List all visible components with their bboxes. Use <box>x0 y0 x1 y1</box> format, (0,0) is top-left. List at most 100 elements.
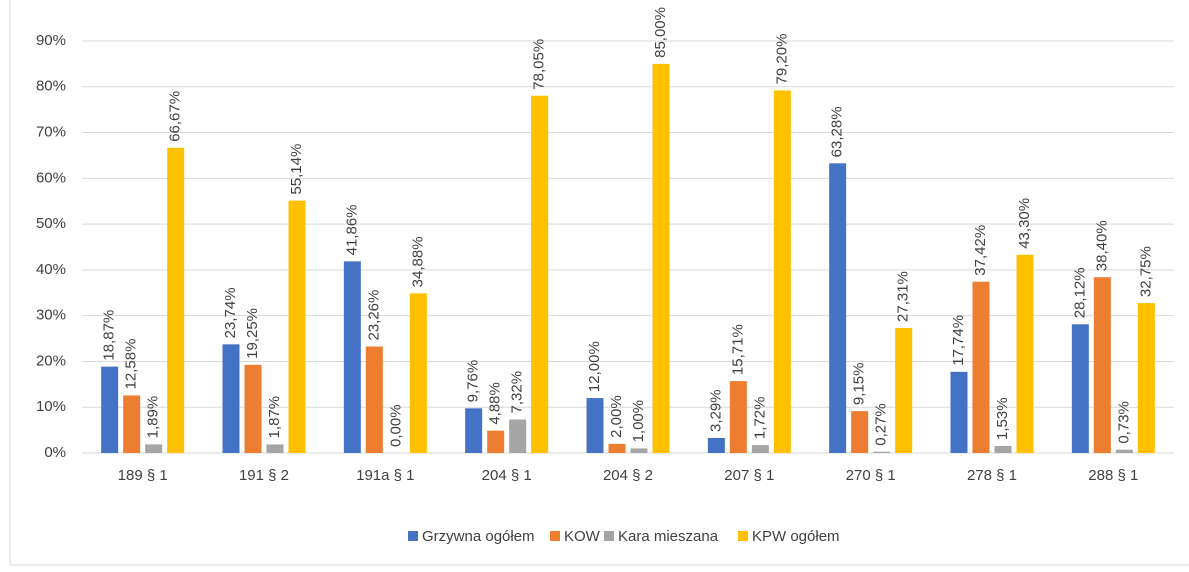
value-label: 9,15% <box>851 363 868 406</box>
value-label: 79,20% <box>773 34 790 85</box>
x-tick-label: 191 § 2 <box>239 467 289 484</box>
y-tick-label: 30% <box>36 307 66 324</box>
legend-label: Grzywna ogółem <box>422 528 535 545</box>
value-label: 15,71% <box>729 324 746 375</box>
value-label: 85,00% <box>652 7 669 58</box>
y-tick-label: 90% <box>36 32 66 49</box>
value-label: 34,88% <box>409 236 426 287</box>
value-label: 0,73% <box>1115 401 1132 444</box>
bar <box>1016 254 1034 453</box>
bar <box>773 90 791 453</box>
bar <box>586 398 604 453</box>
bar <box>829 163 847 453</box>
bar <box>873 451 891 453</box>
bar <box>851 411 869 453</box>
legend-label: Kara mieszana <box>618 528 719 545</box>
value-label: 18,87% <box>101 310 118 361</box>
y-tick-label: 60% <box>36 169 66 186</box>
value-label: 27,31% <box>895 271 912 322</box>
value-label: 12,00% <box>586 341 603 392</box>
y-tick-label: 50% <box>36 215 66 232</box>
value-label: 19,25% <box>244 308 261 359</box>
bar <box>487 430 505 453</box>
value-label: 41,86% <box>343 204 360 255</box>
legend-swatch <box>408 531 418 541</box>
bar <box>1071 324 1089 453</box>
x-tick-label: 189 § 1 <box>118 467 168 484</box>
bar <box>950 371 968 453</box>
value-label: 66,67% <box>167 91 184 142</box>
value-label: 0,00% <box>387 404 404 447</box>
y-tick-label: 10% <box>36 398 66 415</box>
value-label: 38,40% <box>1093 220 1110 271</box>
legend-swatch <box>738 531 748 541</box>
value-label: 78,05% <box>531 39 548 90</box>
value-label: 7,32% <box>509 371 526 414</box>
value-label: 37,42% <box>972 225 989 276</box>
value-label: 12,58% <box>123 339 140 390</box>
bar <box>509 419 527 453</box>
bar <box>895 327 913 453</box>
bar <box>707 437 725 453</box>
value-label: 23,74% <box>222 287 239 338</box>
bar <box>994 445 1012 453</box>
value-label: 1,53% <box>994 397 1011 440</box>
x-tick-label: 204 § 1 <box>482 467 532 484</box>
value-label: 1,72% <box>751 397 768 440</box>
bar <box>288 200 306 453</box>
legend-label: KOW <box>564 528 601 545</box>
bar <box>244 364 262 453</box>
x-tick-label: 270 § 1 <box>846 467 896 484</box>
bar <box>1093 277 1111 453</box>
bar <box>751 445 769 453</box>
x-tick-label: 207 § 1 <box>724 467 774 484</box>
legend-swatch <box>604 531 614 541</box>
y-tick-label: 20% <box>36 352 66 369</box>
bar <box>652 63 670 454</box>
bar <box>343 261 361 453</box>
y-tick-label: 40% <box>36 261 66 278</box>
value-label: 55,14% <box>288 144 305 195</box>
value-label: 0,27% <box>873 403 890 446</box>
bar <box>123 395 141 453</box>
value-label: 63,28% <box>829 106 846 157</box>
bar <box>409 293 427 453</box>
bar <box>101 366 119 453</box>
value-label: 4,88% <box>487 382 504 425</box>
legend-label: KPW ogółem <box>752 528 840 545</box>
value-label: 1,89% <box>145 396 162 439</box>
value-label: 23,26% <box>365 290 382 341</box>
bar <box>729 381 747 453</box>
value-label: 17,74% <box>950 315 967 366</box>
bar <box>222 344 240 453</box>
x-tick-label: 288 § 1 <box>1088 467 1138 484</box>
value-label: 3,29% <box>707 389 724 432</box>
bar <box>608 443 626 453</box>
bar <box>465 408 483 453</box>
value-label: 1,00% <box>630 400 647 443</box>
legend-swatch <box>550 531 560 541</box>
x-tick-label: 278 § 1 <box>967 467 1017 484</box>
bar <box>1115 449 1133 453</box>
bar <box>630 448 648 453</box>
bar <box>1137 303 1155 453</box>
y-tick-label: 70% <box>36 124 66 141</box>
y-tick-label: 80% <box>36 78 66 95</box>
value-label: 43,30% <box>1016 198 1033 249</box>
value-label: 32,75% <box>1137 246 1154 297</box>
value-label: 1,87% <box>266 396 283 439</box>
value-label: 28,12% <box>1071 267 1088 318</box>
value-label: 2,00% <box>608 395 625 438</box>
bar <box>365 346 383 453</box>
value-label: 9,76% <box>465 360 482 403</box>
bar <box>145 444 163 453</box>
bar <box>972 281 990 453</box>
chart-frame <box>9 0 1189 566</box>
bar <box>266 444 284 453</box>
y-tick-label: 0% <box>44 444 66 461</box>
bar <box>531 95 549 454</box>
bar <box>167 147 185 453</box>
x-tick-label: 204 § 2 <box>603 467 653 484</box>
x-tick-label: 191a § 1 <box>356 467 414 484</box>
